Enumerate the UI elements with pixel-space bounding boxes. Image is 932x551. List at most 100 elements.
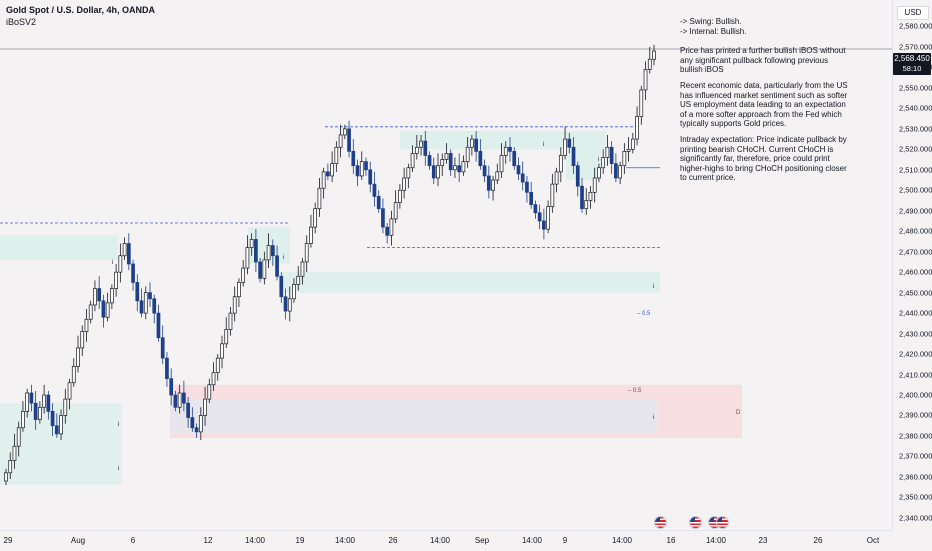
candle-body — [258, 261, 262, 279]
candle-body — [431, 165, 436, 179]
chart-canvas[interactable]: – 0.5 – 0.5 Di i i i i i i i — [0, 0, 892, 530]
symbol-title[interactable]: Gold Spot / U.S. Dollar, 4h, OANDA — [6, 5, 156, 15]
time-tick-label: 9 — [562, 536, 568, 545]
candle-body — [169, 378, 174, 396]
candle-body — [211, 372, 216, 386]
candle-body — [351, 151, 356, 167]
candle-body — [215, 357, 220, 373]
candle-body — [605, 146, 610, 158]
us-flag-icon[interactable] — [654, 516, 667, 529]
candle-body — [525, 181, 529, 193]
candle-body — [495, 171, 500, 181]
indicator-label[interactable]: iBoSV2 — [6, 17, 37, 27]
time-tick-label: 29 — [3, 536, 13, 545]
price-tick-label: 2,550.000 — [899, 83, 932, 93]
candle-body — [203, 398, 207, 416]
currency-button[interactable]: USD — [897, 6, 929, 20]
candle-body — [296, 275, 301, 285]
candle-body — [588, 191, 593, 201]
candle-body — [190, 417, 195, 429]
candle-body — [309, 226, 313, 244]
price-tick-label: 2,460.000 — [899, 267, 932, 277]
candle-body — [275, 255, 279, 277]
demand-zone — [566, 147, 601, 181]
candle-body — [550, 183, 555, 207]
time-tick-label: 14:00 — [334, 536, 356, 545]
candle-body — [542, 220, 546, 230]
candle-body — [262, 259, 267, 279]
candle-body — [639, 89, 644, 117]
candle-body — [453, 165, 457, 171]
candle-body — [580, 185, 584, 210]
candle-body — [177, 392, 182, 408]
time-axis[interactable]: 29 Aug 6 12 14:00 19 14:00 26 14:00 Sep 14:00 9 14:0… — [0, 530, 892, 551]
us-flag-icon[interactable] — [689, 516, 702, 529]
candle-body — [486, 175, 491, 191]
candle-body — [520, 173, 525, 183]
candle-body — [385, 226, 390, 236]
candle-body — [508, 146, 512, 152]
candle-body — [317, 187, 322, 210]
candle-body — [406, 167, 411, 179]
candle-body — [609, 146, 614, 165]
candle-body — [67, 382, 72, 400]
ibos-marker: i — [283, 255, 284, 261]
candle-body — [529, 191, 534, 205]
candle-body — [59, 415, 63, 435]
price-tick-label: 2,370.000 — [899, 451, 932, 461]
candle-body — [186, 402, 190, 418]
candle-body — [321, 171, 326, 189]
candle-body — [300, 261, 305, 277]
time-tick-label: 19 — [295, 536, 305, 545]
candle-body — [597, 167, 601, 179]
price-tick-label: 2,540.000 — [899, 103, 932, 113]
candle-body — [46, 394, 51, 412]
candle-body — [279, 275, 284, 298]
candle-body — [368, 169, 373, 185]
candle-body — [254, 239, 258, 263]
candle-body — [88, 304, 93, 320]
economic-events — [0, 514, 892, 530]
candle-body — [249, 239, 254, 248]
candle-body — [474, 138, 478, 152]
candle-body — [571, 146, 576, 167]
candle-body — [402, 177, 406, 191]
candle-body — [131, 263, 135, 283]
note-paragraph-1: Price has printed a further bullish iBOS… — [680, 46, 846, 75]
us-flag-icon[interactable] — [716, 516, 729, 529]
candle-body — [97, 288, 102, 302]
price-tick-label: 2,480.000 — [899, 226, 932, 236]
ibos-marker: i — [653, 284, 654, 290]
candle-body — [118, 255, 123, 273]
candle-body — [614, 163, 618, 179]
price-tick-label: 2,400.000 — [899, 390, 932, 400]
candle-body — [334, 146, 339, 165]
price-tick-label: 2,430.000 — [899, 329, 932, 339]
price-axis[interactable]: 2,580.0002,570.0002,560.0002,550.0002,54… — [892, 0, 932, 530]
candle-body — [482, 165, 487, 177]
candle-body — [283, 296, 288, 312]
candle-body — [563, 138, 567, 156]
swing-bias: -> Swing: Bullish. — [680, 17, 742, 26]
candle-body — [618, 165, 622, 179]
candle-body — [512, 151, 517, 167]
internal-bias: -> Internal: Bullish. — [680, 26, 747, 36]
demand-zone — [0, 235, 118, 260]
candle-body — [491, 179, 495, 191]
candle-body — [25, 392, 30, 412]
candle-body — [143, 292, 148, 314]
candle-body — [207, 384, 212, 400]
candle-body — [21, 411, 25, 429]
candle-body — [160, 337, 165, 359]
ibos-marker: i — [598, 157, 599, 163]
price-tick-label: 2,450.000 — [899, 288, 932, 298]
candle-body — [364, 161, 368, 171]
bar-countdown: 58:10 — [902, 64, 922, 73]
candle-body — [266, 245, 271, 261]
price-tick-label: 2,380.000 — [899, 431, 932, 441]
candle-body — [647, 58, 652, 70]
time-tick-label: 16 — [666, 536, 676, 545]
candle-body — [414, 146, 419, 154]
candle-body — [326, 171, 330, 177]
